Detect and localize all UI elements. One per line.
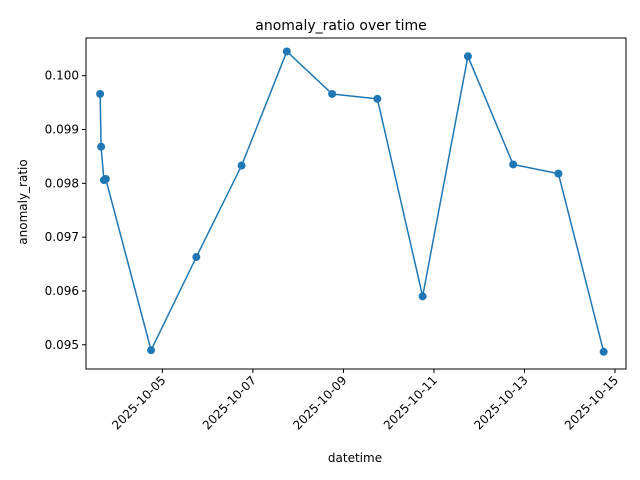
y-tick-label: 0.099 <box>45 122 79 136</box>
y-tick-label: 0.095 <box>45 338 79 352</box>
data-point <box>192 253 201 262</box>
data-point <box>373 94 382 103</box>
data-point <box>599 347 608 356</box>
chart-title: anomaly_ratio over time <box>255 18 426 34</box>
x-axis-title: datetime <box>328 451 382 465</box>
y-axis-title: anomaly_ratio <box>16 159 30 244</box>
axes-frame <box>85 37 627 370</box>
data-point <box>554 169 563 178</box>
data-point <box>96 89 105 98</box>
data-point <box>418 292 427 301</box>
data-point <box>147 346 156 355</box>
y-tick-label: 0.097 <box>45 230 79 244</box>
data-point <box>97 142 106 151</box>
y-tick-label: 0.096 <box>45 284 79 298</box>
data-point <box>328 89 337 98</box>
data-point <box>463 52 472 61</box>
data-point <box>509 160 518 169</box>
data-point <box>237 161 246 170</box>
data-point <box>101 175 110 184</box>
y-tick-label: 0.098 <box>45 176 79 190</box>
data-point <box>282 47 291 56</box>
y-tick-label: 0.100 <box>45 69 79 83</box>
